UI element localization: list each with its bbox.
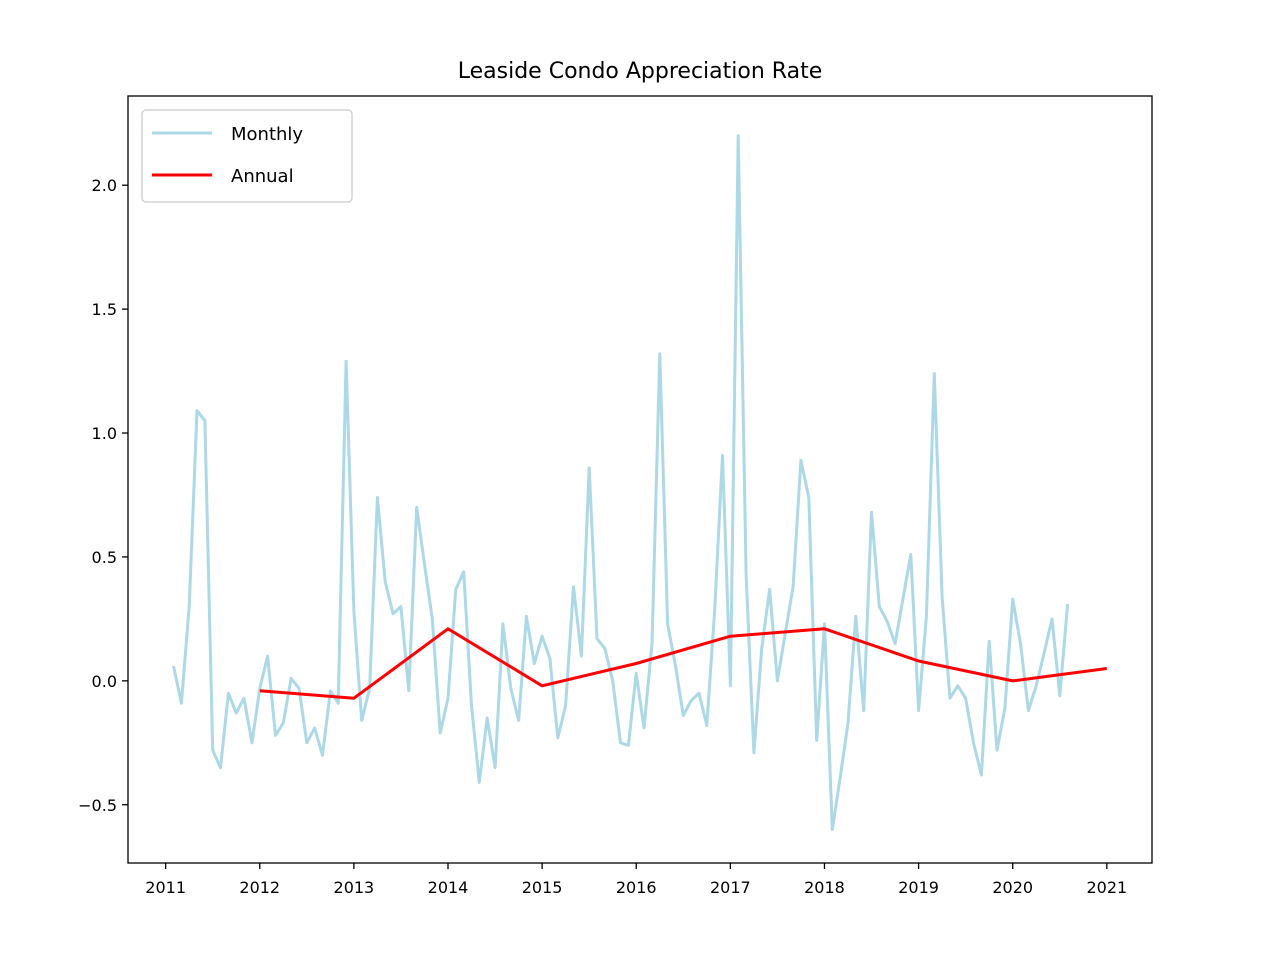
y-tick-label: 2.0 <box>92 176 117 195</box>
x-tick-label: 2013 <box>334 878 375 897</box>
x-tick-label: 2012 <box>239 878 280 897</box>
y-tick-label: 0.0 <box>92 672 117 691</box>
y-tick-label: 1.5 <box>92 300 117 319</box>
series-line-annual <box>259 627 1107 700</box>
x-tick-label: 2014 <box>428 878 469 897</box>
x-tick-label: 2016 <box>616 878 657 897</box>
y-axis: −0.5 0.0 0.5 1.0 1.5 2.0 <box>78 176 128 815</box>
legend-label-monthly: Monthly <box>231 124 303 145</box>
legend-label-annual: Annual <box>231 166 294 187</box>
y-tick-label: 1.0 <box>92 424 117 443</box>
x-tick-label: 2018 <box>804 878 845 897</box>
plot-frame <box>127 95 1153 864</box>
series-line-monthly <box>172 134 1070 831</box>
x-tick-label: 2011 <box>145 878 186 897</box>
y-tick-label: 0.5 <box>92 548 117 567</box>
y-tick-label: −0.5 <box>78 796 117 815</box>
x-tick-label: 2019 <box>898 878 939 897</box>
chart-title: Leaside Condo Appreciation Rate <box>458 59 822 84</box>
x-tick-label: 2017 <box>710 878 751 897</box>
x-axis: 2011 2012 2013 2014 2015 2016 2017 2018 2019 2020… <box>145 863 1127 897</box>
x-tick-label: 2015 <box>522 878 563 897</box>
x-tick-label: 2021 <box>1086 878 1127 897</box>
x-tick-label: 2020 <box>992 878 1033 897</box>
series-layer <box>172 134 1107 831</box>
legend: Monthly Annual <box>141 109 353 203</box>
